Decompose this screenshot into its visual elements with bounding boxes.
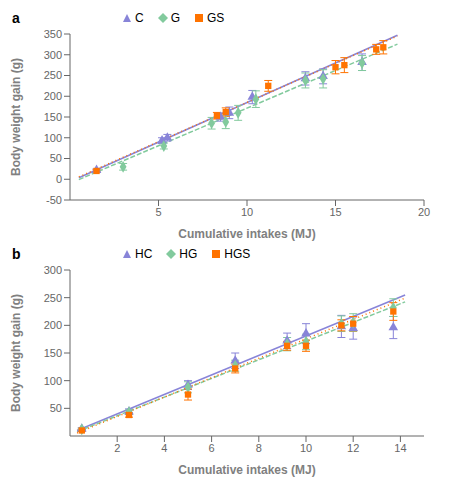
html-text:C: C	[135, 11, 144, 25]
svg-text:10: 10	[241, 206, 253, 218]
svg-text:0: 0	[56, 173, 62, 185]
html-text:a: a	[12, 10, 20, 26]
svg-text:300: 300	[44, 264, 62, 276]
html-text:HG: HG	[179, 247, 198, 261]
svg-text:5: 5	[155, 206, 161, 218]
svg-text:50: 50	[50, 402, 62, 414]
html-text:HC: HC	[135, 247, 153, 261]
svg-text:150: 150	[44, 347, 62, 359]
svg-text:Cumulative intakes (MJ): Cumulative intakes (MJ)	[178, 227, 315, 241]
svg-text:Body weight gain (g): Body weight gain (g)	[9, 58, 23, 176]
svg-text:8: 8	[256, 442, 262, 454]
svg-text:200: 200	[44, 319, 62, 331]
svg-text:Cumulative intakes (MJ): Cumulative intakes (MJ)	[178, 463, 315, 477]
html-text:GS: GS	[207, 11, 225, 25]
svg-text:10: 10	[300, 442, 312, 454]
svg-text:250: 250	[44, 292, 62, 304]
svg-text:Body weight gain (g): Body weight gain (g)	[9, 294, 23, 412]
svg-text:-50: -50	[46, 194, 62, 206]
svg-text:100: 100	[44, 132, 62, 144]
svg-text:50: 50	[50, 152, 62, 164]
svg-text:2: 2	[114, 442, 120, 454]
svg-text:6: 6	[209, 442, 215, 454]
svg-text:20: 20	[418, 206, 430, 218]
html-text:G: G	[170, 11, 180, 25]
svg-text:350: 350	[44, 28, 62, 40]
svg-text:14: 14	[394, 442, 406, 454]
svg-text:4: 4	[161, 442, 167, 454]
html-text:b: b	[12, 246, 21, 262]
svg-text:15: 15	[329, 206, 341, 218]
svg-text:150: 150	[44, 111, 62, 123]
svg-text:12: 12	[347, 442, 359, 454]
svg-text:300: 300	[44, 49, 62, 61]
svg-text:250: 250	[44, 69, 62, 81]
svg-text:100: 100	[44, 375, 62, 387]
html-text:HGS: HGS	[224, 247, 251, 261]
svg-text:200: 200	[44, 90, 62, 102]
